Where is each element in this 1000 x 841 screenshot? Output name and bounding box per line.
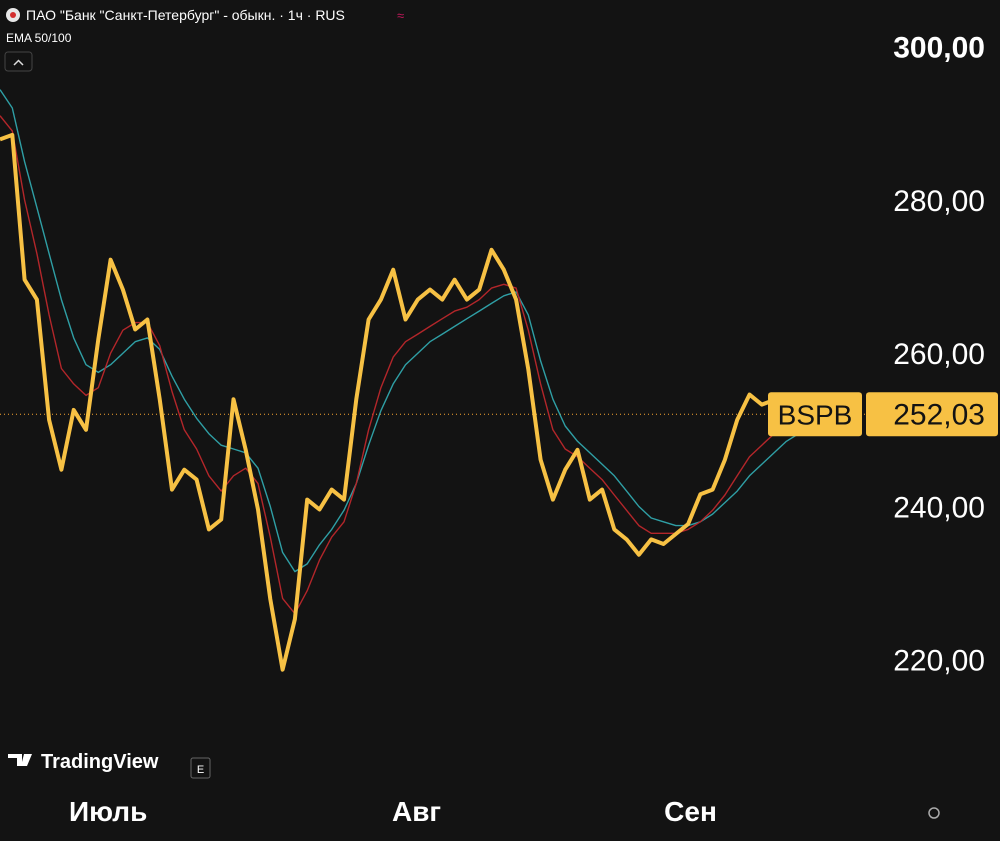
series-line <box>0 132 838 672</box>
y-tick-label: 220,00 <box>893 645 985 678</box>
x-tick-label: Сен <box>664 796 717 827</box>
x-tick-label: Июль <box>69 796 147 827</box>
collapse-button[interactable] <box>4 51 33 72</box>
chart-title: ПАО "Банк "Санкт-Петербург" - обыкн. · 1… <box>26 7 345 23</box>
symbol-tag-label: BSPB <box>778 399 853 430</box>
symbol-icon-dot <box>10 12 16 18</box>
e-button-label: E <box>197 764 204 776</box>
y-tick-label: 260,00 <box>893 338 985 371</box>
price-tag-label: 252,03 <box>893 398 985 431</box>
y-tick-label: 300,00 <box>893 32 985 65</box>
x-tick-label: Авг <box>392 796 441 827</box>
settings-icon[interactable] <box>928 807 940 819</box>
y-tick-label: 280,00 <box>893 185 985 218</box>
series-line <box>0 89 836 573</box>
brand-name: TradingView <box>41 751 159 773</box>
symbol-tag <box>768 392 862 437</box>
e-button[interactable] <box>190 757 211 779</box>
collapse-icon <box>13 59 24 66</box>
price-tag <box>866 392 998 437</box>
brand-logo <box>8 754 32 766</box>
status-icon: ≈ <box>397 8 404 23</box>
y-tick-label: 240,00 <box>893 491 985 524</box>
series-line <box>0 115 836 615</box>
indicator-label: EMA 50/100 <box>6 31 72 45</box>
